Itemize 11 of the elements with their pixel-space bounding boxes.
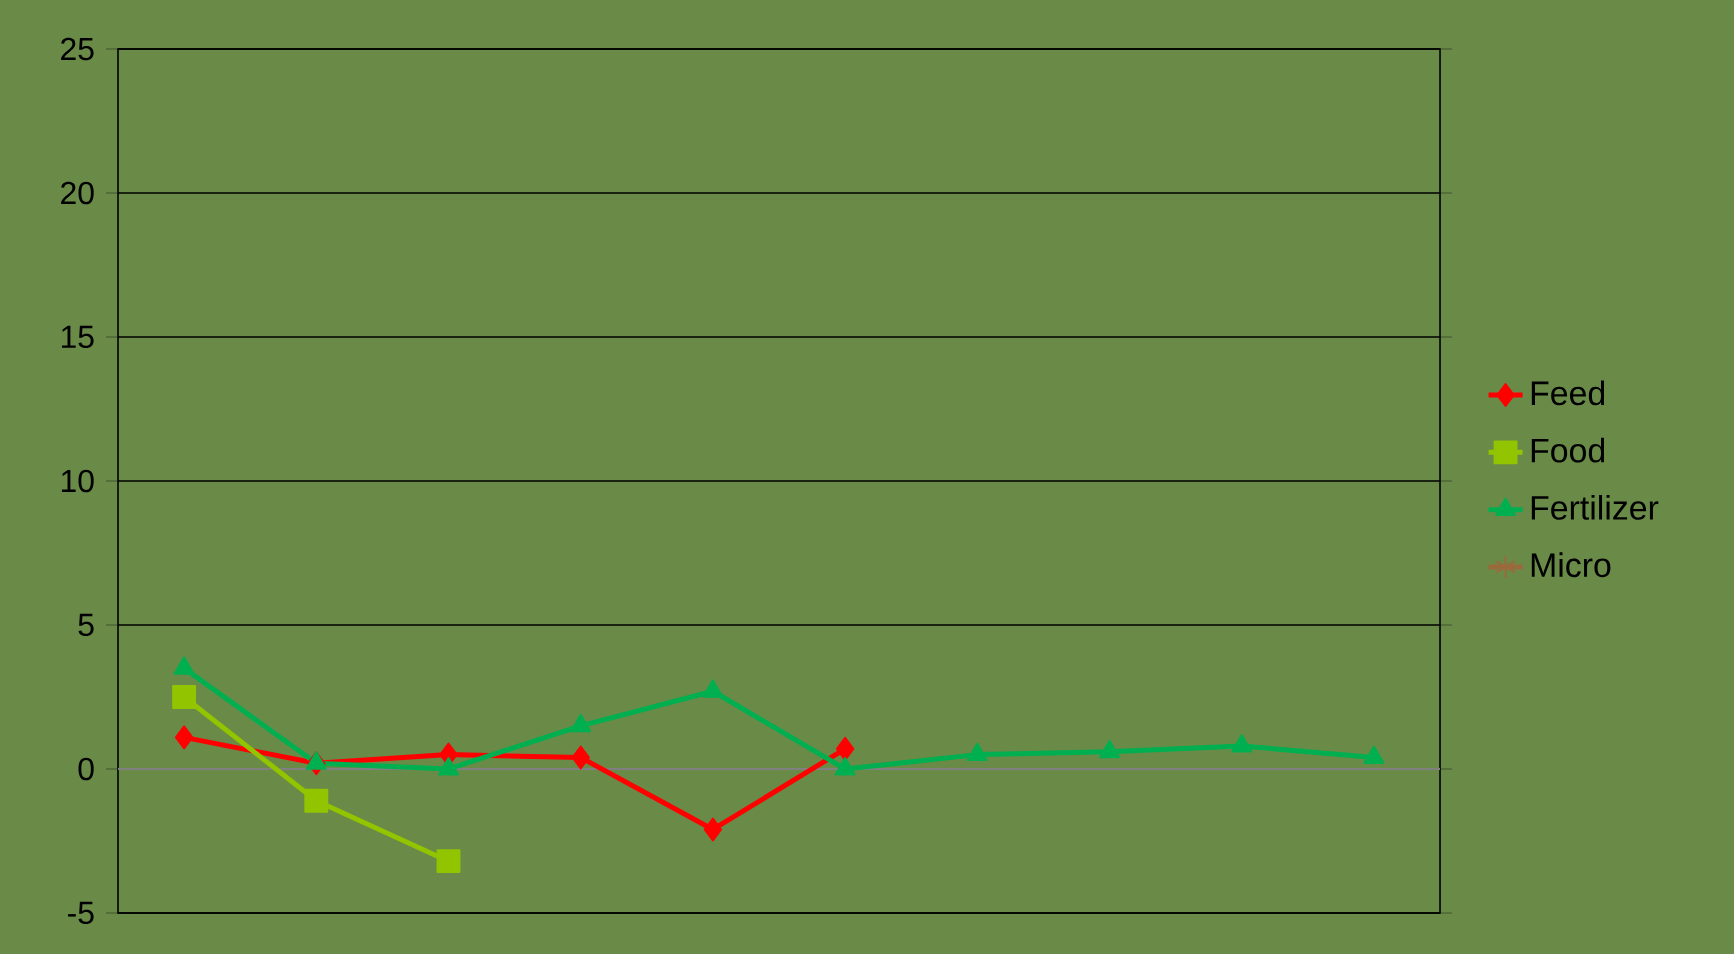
y-tick-label: 25 bbox=[61, 37, 94, 61]
y-tick-label: 10 bbox=[61, 469, 94, 493]
legend-label: Food bbox=[1531, 437, 1605, 463]
y-tick-label: -5 bbox=[68, 901, 94, 925]
y-tick-label: 15 bbox=[61, 325, 94, 349]
legend-label: Fertilizer bbox=[1531, 495, 1659, 520]
y-tick-label: 5 bbox=[78, 613, 94, 637]
y-tick-label: 0 bbox=[78, 757, 94, 781]
legend-label: Feed bbox=[1531, 380, 1605, 406]
legend-label: Micro bbox=[1531, 552, 1611, 578]
y-tick-label: 20 bbox=[61, 181, 94, 205]
